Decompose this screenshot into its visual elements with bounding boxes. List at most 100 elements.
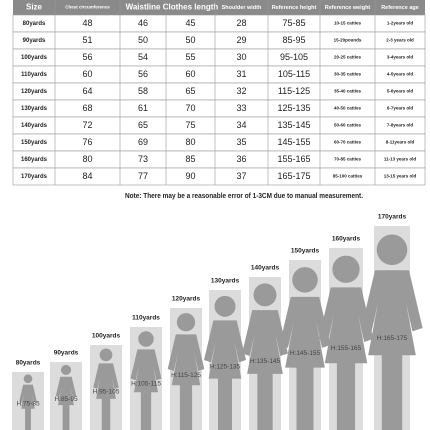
cell: 7-8years old: [387, 123, 414, 128]
cell: 90yards: [23, 38, 46, 44]
row: [12, 150, 426, 169]
cell: 36: [236, 154, 246, 164]
cell: 55: [185, 52, 195, 62]
note: Note: There may be a reasonable error of…: [125, 191, 363, 200]
cell: 30: [236, 52, 246, 62]
row: [12, 31, 426, 50]
figure-height-label: H:145-155: [290, 350, 321, 357]
cell: 155-165: [277, 154, 310, 164]
cell: 3-4years old: [387, 55, 414, 60]
figure-body: [204, 320, 246, 430]
figure-head: [214, 295, 236, 317]
figure-height-label: H:125-135: [210, 364, 241, 371]
cell: 145-155: [277, 137, 310, 147]
figure-body: [279, 296, 331, 430]
cell: 45: [185, 18, 195, 28]
cell: 68: [82, 103, 92, 113]
figure-height-label: H:165-175: [377, 335, 408, 342]
figure-size-label: 100yards: [92, 333, 121, 340]
cell: 29: [236, 35, 246, 45]
cell: 85-95: [282, 35, 305, 45]
cell: 50-60 catties: [334, 123, 362, 128]
cell: 77: [138, 171, 148, 181]
figure-body: [242, 310, 288, 430]
cell: 130yards: [21, 106, 48, 112]
cell: 33: [236, 103, 246, 113]
cell: 61: [138, 103, 148, 113]
cell: 51: [82, 35, 92, 45]
cell: 80: [185, 137, 195, 147]
header-cell: Chest circumference: [65, 5, 110, 10]
cell: 2-3 years old: [386, 38, 414, 43]
figure-size-label: 90yards: [54, 350, 79, 357]
cell: 135-145: [277, 120, 310, 130]
figure-head: [376, 234, 408, 266]
figure-size-label: 140yards: [251, 265, 280, 272]
cell: 48: [82, 18, 92, 28]
cell: 40-50 catties: [334, 106, 362, 111]
row: [12, 14, 426, 33]
cell: 13-15 years old: [384, 174, 417, 179]
cell: 50: [138, 35, 148, 45]
cell: 8-11years old: [386, 140, 415, 145]
row: [12, 167, 426, 186]
row: [12, 99, 426, 118]
cell: 60-70 catties: [334, 140, 362, 145]
figure-head: [253, 283, 277, 307]
figure-height-label: H:95-105: [93, 388, 120, 395]
cell: 64: [82, 86, 92, 96]
header-cell: Shoulder width: [222, 5, 262, 11]
figure-head: [292, 267, 318, 293]
cell: 34: [236, 120, 246, 130]
figure-body: [318, 287, 374, 430]
figure-size-label: 120yards: [172, 296, 201, 303]
row: [12, 48, 426, 67]
header-cell: Waistline: [126, 3, 161, 12]
cell: 56: [82, 52, 92, 62]
cell: 70: [185, 103, 195, 113]
cell: 1-2years old: [387, 21, 414, 26]
row: [12, 133, 426, 152]
cell: 80: [82, 154, 92, 164]
figure-body: [19, 384, 37, 430]
figure-body: [130, 349, 162, 430]
figure-height-label: H:105-115: [131, 380, 161, 387]
cell: 37: [236, 171, 246, 181]
cell: 28: [236, 18, 246, 28]
figure-body: [93, 363, 119, 430]
cell: 4-5years old: [387, 72, 414, 77]
cell: 31: [236, 69, 246, 79]
cell: 140yards: [21, 123, 48, 129]
figure-head: [99, 348, 113, 362]
header-cell: Clothes length: [163, 3, 219, 12]
cell: 72: [82, 120, 92, 130]
cell: 160yards: [21, 157, 48, 163]
row: [12, 65, 426, 84]
header-cell: Reference age: [381, 5, 419, 11]
cell: 165-175: [277, 171, 310, 181]
row: [12, 82, 426, 101]
cell: 65: [138, 120, 148, 130]
cell: 150yards: [21, 140, 48, 146]
cell: 5-6years old: [387, 89, 414, 94]
figure-size-label: 110yards: [132, 315, 160, 322]
cell: 20-25 catties: [334, 55, 362, 60]
cell: 125-135: [277, 103, 310, 113]
cell: 100yards: [21, 55, 48, 61]
cell: 120yards: [21, 89, 48, 95]
cell: 10-15 catties: [334, 21, 362, 26]
cell: 95-105: [280, 52, 308, 62]
cell: 60: [82, 69, 92, 79]
figure-height-label: H:135-145: [250, 358, 281, 365]
cell: 65: [185, 86, 195, 96]
cell: 11-13 years old: [384, 157, 417, 162]
cell: 105-115: [278, 69, 310, 79]
row: [12, 116, 426, 135]
figure-size-label: 130yards: [211, 278, 240, 285]
header-cell: Size: [26, 3, 43, 12]
figure-head: [60, 364, 72, 376]
cell: 54: [138, 52, 148, 62]
header-row: [13, 0, 425, 15]
figure-body: [167, 334, 205, 430]
cell: 58: [138, 86, 148, 96]
